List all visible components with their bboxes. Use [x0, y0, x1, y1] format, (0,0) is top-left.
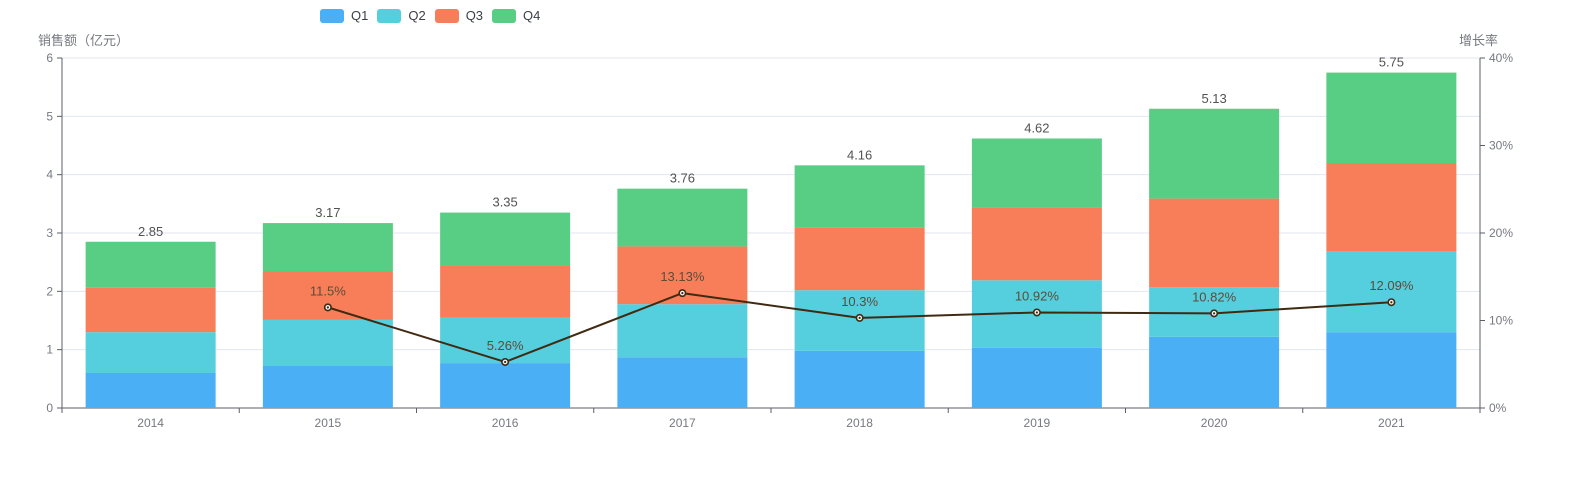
bar-2015-q2[interactable] — [262, 319, 393, 366]
right-axis-tick-label: 30% — [1489, 139, 1513, 153]
growth-label-2021: 12.09% — [1369, 278, 1414, 293]
growth-label-2018: 10.3% — [841, 294, 878, 309]
bar-2014-q3[interactable] — [85, 287, 216, 333]
x-tick-label-2021: 2021 — [1378, 416, 1405, 430]
growth-point-dot-2015 — [326, 306, 329, 309]
bar-2015-q1[interactable] — [262, 366, 393, 408]
legend-swatch-q3 — [434, 8, 459, 23]
right-axis-tick-label: 40% — [1489, 51, 1513, 65]
growth-point-dot-2016 — [504, 360, 507, 364]
bar-2021-q1[interactable] — [1326, 332, 1457, 408]
bar-2020-q3[interactable] — [1149, 198, 1280, 288]
legend-swatch-q1 — [320, 8, 344, 23]
bar-2020-q4[interactable] — [1149, 108, 1280, 199]
growth-label-2019: 10.92% — [1015, 288, 1060, 303]
bar-total-label-2018: 4.16 — [847, 147, 872, 162]
bar-2021-q4[interactable] — [1326, 72, 1457, 163]
left-axis-tick-label: 6 — [46, 51, 53, 65]
left-axis-tick-label: 5 — [46, 109, 53, 123]
x-tick-label-2017: 2017 — [669, 416, 696, 430]
growth-label-2016: 5.26% — [487, 338, 524, 353]
bar-2015-q3[interactable] — [262, 271, 393, 320]
bar-total-label-2021: 5.75 — [1379, 55, 1404, 70]
right-axis-tick-label: 10% — [1489, 314, 1513, 328]
bar-total-label-2015: 3.17 — [315, 205, 340, 220]
legend-swatch-q4 — [492, 8, 517, 23]
right-axis-tick-label: 20% — [1489, 226, 1513, 240]
bar-total-label-2019: 4.62 — [1024, 121, 1049, 136]
bar-2014-q4[interactable] — [85, 241, 216, 288]
x-tick-label-2020: 2020 — [1201, 416, 1228, 430]
bar-2015-q4[interactable] — [262, 223, 393, 272]
bar-2018-q3[interactable] — [794, 227, 925, 291]
bar-total-label-2020: 5.13 — [1201, 91, 1226, 106]
bar-2019-q4[interactable] — [971, 138, 1102, 208]
bar-2014-q2[interactable] — [85, 332, 216, 373]
x-tick-label-2014: 2014 — [137, 416, 164, 430]
growth-point-dot-2019 — [1035, 311, 1038, 314]
bar-2018-q1[interactable] — [794, 350, 925, 408]
legend-item-q4[interactable]: Q4 — [492, 8, 540, 23]
right-axis-tick-label: 0% — [1489, 401, 1507, 415]
bar-2016-q2[interactable] — [440, 317, 571, 364]
bar-2016-q1[interactable] — [440, 363, 571, 408]
legend-item-q1[interactable]: Q1 — [320, 8, 368, 23]
bar-total-label-2017: 3.76 — [670, 171, 695, 186]
bar-2019-q3[interactable] — [971, 207, 1102, 281]
left-axis-tick-label: 1 — [46, 343, 53, 357]
bar-2016-q3[interactable] — [440, 265, 571, 318]
growth-label-2020: 10.82% — [1192, 289, 1237, 304]
bar-2014-q1[interactable] — [85, 373, 216, 408]
bar-2020-q1[interactable] — [1149, 336, 1280, 408]
legend-item-q2[interactable]: Q2 — [377, 8, 426, 23]
bar-2021-q2[interactable] — [1326, 251, 1457, 333]
legend-label-q3: Q3 — [465, 8, 484, 23]
legend: Q1 Q2 Q3 Q4 — [320, 8, 540, 23]
bar-2017-q1[interactable] — [617, 357, 748, 408]
left-axis-tick-label: 0 — [46, 401, 53, 415]
legend-item-q3[interactable]: Q3 — [434, 8, 484, 23]
legend-label-q2: Q2 — [408, 8, 426, 23]
growth-point-dot-2017 — [681, 292, 684, 295]
bar-2018-q4[interactable] — [794, 165, 925, 228]
bar-total-label-2014: 2.85 — [138, 224, 163, 239]
bar-2017-q2[interactable] — [617, 304, 748, 358]
left-axis-tick-label: 3 — [46, 226, 53, 240]
x-tick-label-2019: 2019 — [1024, 416, 1051, 430]
bar-2017-q4[interactable] — [617, 188, 748, 247]
bar-total-label-2016: 3.35 — [492, 195, 517, 210]
x-tick-label-2015: 2015 — [315, 416, 342, 430]
growth-point-dot-2018 — [858, 316, 861, 319]
right-axis-title: 增长率 — [1459, 33, 1499, 48]
growth-label-2015: 11.5% — [310, 283, 346, 298]
legend-label-q1: Q1 — [351, 8, 369, 23]
growth-point-dot-2021 — [1390, 301, 1393, 304]
left-axis-title: 销售额（亿元） — [38, 33, 130, 48]
growth-point-dot-2020 — [1213, 312, 1216, 315]
legend-label-q4: Q4 — [523, 8, 541, 23]
growth-label-2017: 13.13% — [660, 269, 705, 284]
x-tick-label-2016: 2016 — [492, 416, 519, 430]
bar-2019-q1[interactable] — [971, 347, 1102, 408]
x-tick-label-2018: 2018 — [846, 416, 873, 430]
legend-swatch-q2 — [377, 8, 402, 23]
left-axis-tick-label: 4 — [46, 168, 53, 182]
left-axis-tick-label: 2 — [46, 284, 53, 298]
bar-2021-q3[interactable] — [1326, 163, 1457, 252]
bar-2016-q4[interactable] — [440, 212, 571, 266]
